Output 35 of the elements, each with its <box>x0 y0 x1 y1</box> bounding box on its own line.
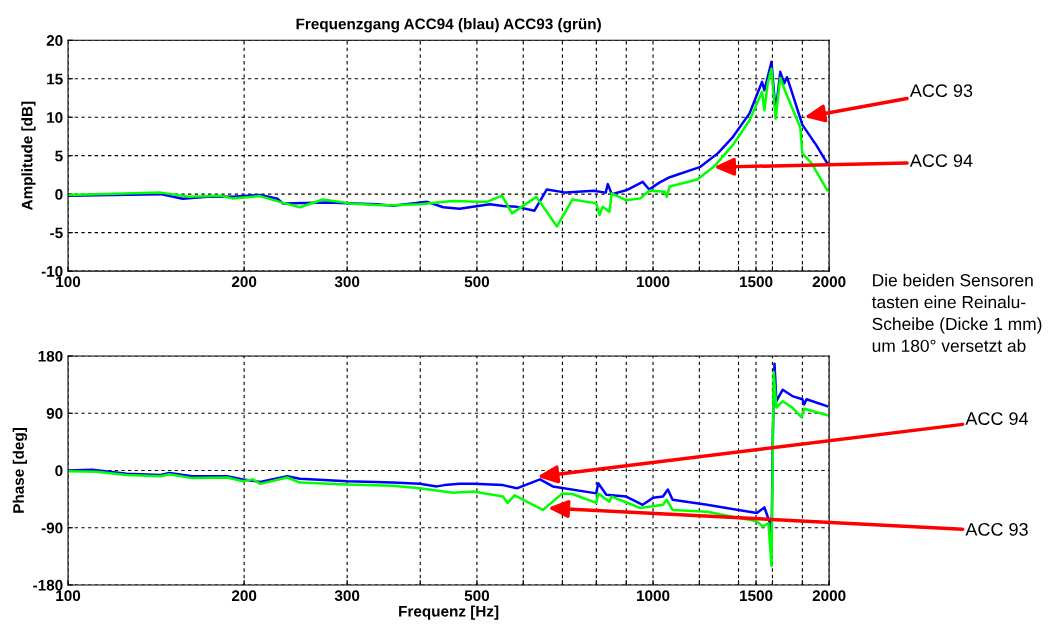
x-tick-label: 2000 <box>812 276 846 288</box>
x-tick-label: 500 <box>464 276 490 288</box>
y-tick-label: 0 <box>55 189 63 200</box>
y-tick-label: 0 <box>55 465 63 477</box>
annotation: ACC 94 <box>965 412 1029 425</box>
y-tick-label: 5 <box>55 150 63 162</box>
x-tick-label: 1500 <box>740 590 773 602</box>
text: Die beiden Sensoren tasten eine Reinalu- Scheibe (Dicke 1 mm) um 180° versetzt ab <box>871 273 1042 352</box>
x-tick-label: 100 <box>56 276 81 288</box>
y-axis-title: Amplitude [dB] <box>21 101 36 211</box>
x-tick-label: 300 <box>334 590 360 602</box>
x-tick-label: 200 <box>231 276 257 288</box>
x-tick-label: 1000 <box>637 590 670 602</box>
y-tick-label: 90 <box>46 408 63 419</box>
annotation: ACC 94 <box>909 154 973 167</box>
y-tick-label: 15 <box>47 73 63 85</box>
y-axis-title: Phase [deg] <box>12 428 28 513</box>
x-tick-label: 100 <box>56 590 81 602</box>
annotation: ACC 93 <box>965 523 1028 536</box>
x-tick-label: 300 <box>334 276 360 288</box>
annotation: ACC 93 <box>909 84 973 98</box>
x-tick-label: 1500 <box>740 276 773 288</box>
x-tick-label: 1000 <box>637 276 670 288</box>
y-tick-label: -10 <box>41 265 63 277</box>
y-tick-label: -180 <box>33 579 63 591</box>
x-axis-title: Frequenz [Hz] <box>399 605 499 620</box>
y-tick-label: 20 <box>46 35 63 46</box>
y-tick-label: -90 <box>41 522 63 534</box>
x-tick-label: 200 <box>231 590 257 602</box>
chart-title: Frequenzgang ACC94 (blau) ACC93 (grün) <box>296 18 601 33</box>
x-tick-label: 500 <box>464 590 490 602</box>
y-tick-label: 10 <box>47 112 63 123</box>
y-tick-label: 180 <box>38 350 63 362</box>
y-tick-label: -5 <box>50 227 63 239</box>
x-tick-label: 2000 <box>812 590 846 602</box>
